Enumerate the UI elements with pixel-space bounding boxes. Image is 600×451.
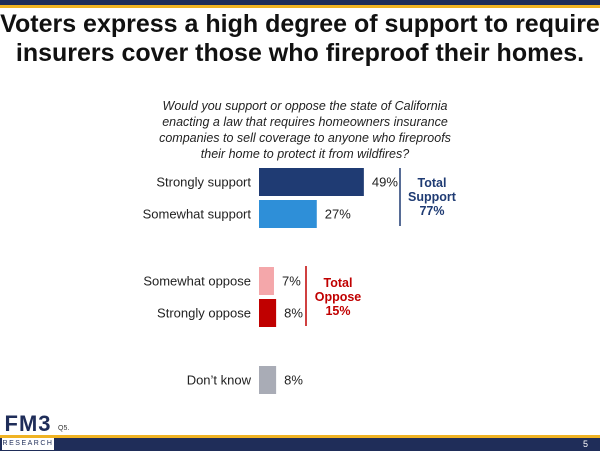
- fm3-logo: FM3 RESEARCH: [2, 412, 54, 450]
- data-label: 8%: [284, 373, 303, 388]
- footer-navy-bar: [0, 438, 600, 451]
- total-oppose-label: Oppose: [315, 290, 362, 304]
- bar-somewhat-oppose: [259, 267, 274, 295]
- page-number: 5: [582, 439, 588, 449]
- bar-strongly-oppose: [259, 299, 277, 327]
- question-number: Q5.: [58, 425, 70, 432]
- top-gold-bar: [0, 5, 600, 8]
- logo-sub-text: RESEARCH: [2, 440, 54, 447]
- category-label: Strongly oppose: [157, 306, 251, 321]
- bar-somewhat-support: [259, 200, 317, 228]
- data-label: 27%: [325, 207, 351, 222]
- data-label: 7%: [282, 274, 301, 289]
- slide-title: Voters express a high degree of support …: [0, 10, 600, 67]
- logo-main-text: FM3: [4, 411, 52, 436]
- category-label: Somewhat oppose: [143, 274, 251, 289]
- top-navy-bar: [0, 0, 600, 5]
- total-support-label: 77%: [419, 204, 444, 218]
- survey-question: Would you support or oppose the state of…: [159, 99, 451, 161]
- data-label: 8%: [284, 306, 303, 321]
- data-label: 49%: [372, 175, 398, 190]
- bar-strongly-support: [259, 168, 364, 196]
- total-oppose-label: 15%: [325, 304, 350, 318]
- footer-gold-bar: [0, 435, 600, 438]
- category-label: Don’t know: [187, 373, 252, 388]
- total-support-label: Support: [408, 190, 457, 204]
- category-label: Somewhat support: [143, 207, 252, 222]
- category-label: Strongly support: [156, 175, 251, 190]
- total-support-label: Total: [418, 176, 447, 190]
- bar-don-t-know: [259, 366, 277, 394]
- logo-underline: [2, 435, 54, 438]
- total-oppose-label: Total: [324, 276, 353, 290]
